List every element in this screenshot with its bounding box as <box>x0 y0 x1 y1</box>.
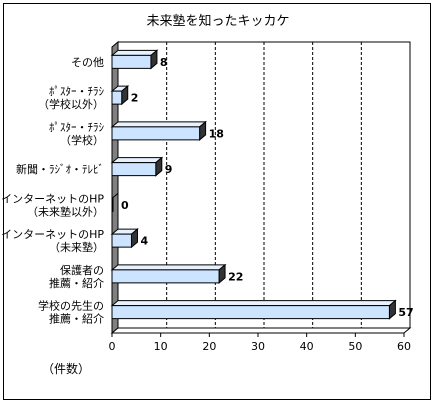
bar-top-2 <box>110 121 207 128</box>
category-label-6-line-1: 推薦・紹介 <box>49 276 104 290</box>
x-tick-label-40: 40 <box>300 340 314 353</box>
x-tick-label-30: 30 <box>251 340 265 353</box>
category-label-1-line-0: ﾎﾟｽﾀｰ・ﾁﾗｼ <box>49 85 104 98</box>
category-label-2-line-0: ﾎﾟｽﾀｰ・ﾁﾗｼ <box>49 121 104 134</box>
bar-5 <box>111 233 132 248</box>
data-label-0: 8 <box>160 56 168 69</box>
bar-top-0 <box>110 49 159 56</box>
data-label-6: 22 <box>228 270 243 283</box>
bar-0 <box>111 54 152 69</box>
chart-floor <box>110 327 412 334</box>
bar-2 <box>111 126 201 141</box>
bar-6 <box>111 269 220 284</box>
category-label-1-line-1: （学校以外） <box>38 97 104 111</box>
category-label-6-line-0: 保護者の <box>60 263 104 277</box>
category-label-4-line-0: インターネットのHP <box>1 192 104 205</box>
data-label-1: 2 <box>131 92 139 105</box>
x-tick-label-60: 60 <box>397 340 411 353</box>
category-label-0: その他 <box>71 56 104 69</box>
data-label-3: 9 <box>165 163 173 176</box>
chart-side-wall <box>111 40 119 335</box>
data-label-4: 0 <box>121 199 129 212</box>
chart-frame <box>3 3 431 400</box>
x-tick-label-50: 50 <box>348 340 362 353</box>
data-label-5: 4 <box>140 235 148 248</box>
category-label-3: 新聞・ﾗｼﾞｵ・ﾃﾚﾋﾞ <box>16 162 104 176</box>
x-tick-label-20: 20 <box>202 340 216 353</box>
bar-7 <box>111 305 390 320</box>
category-label-2-line-1: （学校） <box>60 133 104 147</box>
bar-1 <box>111 90 123 105</box>
category-label-4-line-1: （未来塾以外） <box>27 204 104 218</box>
x-axis-unit-label: （件数） <box>42 362 91 376</box>
bar-top-6 <box>110 264 227 271</box>
chart-title: 未来塾を知ったキッカケ <box>146 14 290 29</box>
x-tick-label-10: 10 <box>154 340 168 353</box>
category-label-7-line-0: 学校の先生の <box>38 299 104 313</box>
bar-top-3 <box>110 157 164 164</box>
category-label-7-line-1: 推薦・紹介 <box>49 312 104 326</box>
data-label-2: 18 <box>209 127 224 140</box>
data-label-7: 57 <box>398 306 413 319</box>
category-label-5-line-0: インターネットのHP <box>1 228 104 241</box>
bar-top-4 <box>111 192 119 199</box>
bar-3 <box>111 162 157 177</box>
x-tick-label-0: 0 <box>109 340 116 353</box>
category-label-5-line-1: （未来塾） <box>49 240 104 254</box>
bar-4 <box>111 197 114 212</box>
bar-top-7 <box>110 300 397 307</box>
